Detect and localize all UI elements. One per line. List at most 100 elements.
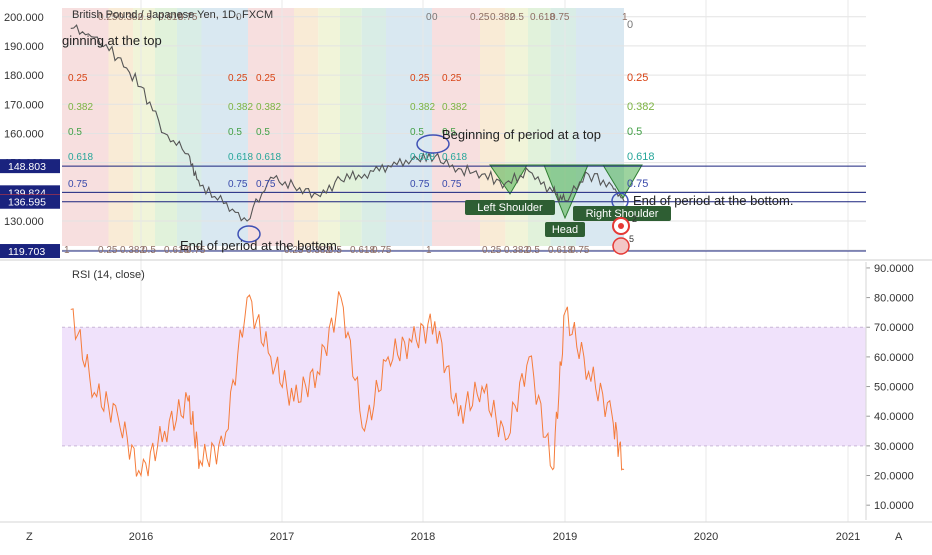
fib-top-label-7: 0.5 xyxy=(510,12,524,23)
rsi-tick-label: 80.0000 xyxy=(874,293,914,305)
head-label: Head xyxy=(552,224,578,236)
fib-mid-label-d-0.618: 0.618 xyxy=(442,152,467,163)
fib-bottom-label-1: 0.25 xyxy=(98,245,118,256)
fib-mid-label-b-0.618: 0.618 xyxy=(256,152,281,163)
price-tick-label: 130.000 xyxy=(4,216,44,228)
fib-zone-mid-zone-2 xyxy=(318,8,340,246)
event-badge-earnings[interactable]: 2 xyxy=(612,214,637,235)
fib-top-label-11: 0 xyxy=(236,12,242,23)
fib-top-label-10: 1 xyxy=(622,12,628,23)
fib-right-label-0.618: 0.618 xyxy=(627,151,655,163)
fib-top-label-13: 0 xyxy=(432,12,438,23)
symbol-title[interactable]: British Pound / Japanese Yen, 1D, FXCM xyxy=(72,9,273,21)
fib-bottom-label-12: 0.25 xyxy=(482,245,502,256)
fib-top-label-1: 0.382 xyxy=(118,12,143,23)
price-tick-label: 190.000 xyxy=(4,41,44,53)
fib-mid-label-c-0.75: 0.75 xyxy=(410,179,430,190)
price-tag-label: 136.595 xyxy=(8,197,46,209)
fib-top-label-3: 0.618 xyxy=(158,12,183,23)
fib-right-label-0.25: 0.25 xyxy=(627,72,648,84)
annotation-beginning-top-left[interactable]: ginning at the top xyxy=(62,33,162,48)
rsi-pane[interactable] xyxy=(62,291,866,478)
fib-mid-label-d-0.5: 0.5 xyxy=(442,127,456,138)
annotation-end-bottom-left[interactable]: End of period at the bottom. xyxy=(180,238,340,253)
fib-top-label-0: 0.25 xyxy=(98,12,118,23)
fib-mid-label-a-0.75: 0.75 xyxy=(228,179,248,190)
rsi-tick-label: 70.0000 xyxy=(874,322,914,334)
event-badge-news[interactable]: 5 xyxy=(612,234,634,255)
fib-top-label-4: 0.75 xyxy=(178,12,198,23)
fib-zone-left-zone-3 xyxy=(155,8,177,246)
left-shoulder-tag[interactable]: Left Shoulder xyxy=(465,200,555,215)
price-tag-bg xyxy=(0,244,60,259)
fib-bottom-label-4: 0.618 xyxy=(164,245,189,256)
fib-mid-label-b-0.5: 0.5 xyxy=(256,127,270,138)
annotation-beginning-top-right[interactable]: Beginning of period at a top xyxy=(442,127,601,142)
fib-bottom-label-5: 0.75 xyxy=(186,245,206,256)
fib-left-label-0.75: 0.75 xyxy=(68,179,88,190)
time-tick-label-2017: 2017 xyxy=(270,531,294,543)
fib-bottom-label-7: 0.382 xyxy=(306,245,331,256)
rsi-tick-label: 50.0000 xyxy=(874,382,914,394)
price-tag-label: 119.703 xyxy=(8,246,45,258)
fib-mid-label-b-0.25: 0.25 xyxy=(256,73,276,84)
price-axis-bg xyxy=(0,0,60,258)
rsi-tick-label: 90.0000 xyxy=(874,263,914,275)
price-axis[interactable]: 200.000190.000180.000170.000160.000150.0… xyxy=(0,0,60,258)
fib-mid-label-a-0.25: 0.25 xyxy=(228,73,248,84)
horizontal-level-lines[interactable] xyxy=(62,165,866,252)
fib-mid-label-b-0.75: 0.75 xyxy=(256,179,276,190)
period-bottom-ellipse-left[interactable] xyxy=(237,225,261,243)
fib-top-label-6: 0.382 xyxy=(490,12,515,23)
log-scale-toggle-z[interactable]: Z xyxy=(26,531,33,543)
fib-zone-left-zone-0 xyxy=(62,8,109,246)
fib-mid-label-a-0.618: 0.618 xyxy=(228,152,253,163)
fib-zone-mid-zone-1 xyxy=(294,8,319,246)
rsi-tick-label: 40.0000 xyxy=(874,411,914,423)
fib-top-label-9: 0.75 xyxy=(550,12,570,23)
fib-mid-label-d-0.25: 0.25 xyxy=(442,73,462,84)
fib-mid-label-c-0.618: 0.618 xyxy=(410,152,435,163)
price-series-line xyxy=(70,24,625,222)
fib-mid-label-a-0.5: 0.5 xyxy=(228,127,242,138)
time-axis[interactable]: 2016 2017 2018 2019 2020 2021 xyxy=(129,531,860,543)
price-tick-label: 180.000 xyxy=(4,70,44,82)
fib-bottom-label-14: 0.5 xyxy=(526,245,540,256)
right-shoulder-tag[interactable]: Right Shoulder xyxy=(573,206,671,221)
fib-left-label-0.618: 0.618 xyxy=(68,152,93,163)
fib-right-label-0.5: 0.5 xyxy=(627,126,642,138)
fib-top-label-2: 0.5 xyxy=(138,12,152,23)
fib-bottom-label-3: 0.5 xyxy=(142,245,156,256)
time-tick-label-2016: 2016 xyxy=(129,531,153,543)
head-tag[interactable]: Head xyxy=(545,222,585,237)
price-tag-bg xyxy=(0,159,60,174)
period-top-ellipse-right[interactable] xyxy=(416,134,450,154)
rsi-tick-label: 30.0000 xyxy=(874,441,914,453)
fib-top-label-5: 0.25 xyxy=(470,12,490,23)
fib-bottom-label-16: 0.75 xyxy=(570,245,590,256)
fib-zone-left-zone-2 xyxy=(133,8,155,246)
fib-left-label-0.25: 0.25 xyxy=(68,73,88,84)
price-tick-label: 170.000 xyxy=(4,99,44,111)
fib-zone-left-zone-4 xyxy=(176,8,202,246)
rsi-tick-label: 10.0000 xyxy=(874,500,914,512)
fib-bottom-label-0: 1 xyxy=(64,245,70,256)
fib-bottom-label-13: 0.382 xyxy=(504,245,529,256)
price-tag-label: 148.803 xyxy=(8,161,46,173)
time-tick-label-2021: 2021 xyxy=(836,531,860,543)
rsi-axis[interactable]: 90.0000 80.0000 70.0000 60.0000 50.0000 40.00… xyxy=(865,262,914,520)
price-tag-bg xyxy=(0,194,60,209)
time-tick-label-2019: 2019 xyxy=(553,531,577,543)
fib-top-label-8: 0.618 xyxy=(530,12,555,23)
event-badge-count-2: 2 xyxy=(632,214,637,224)
rsi-title[interactable]: RSI (14, close) xyxy=(72,269,145,281)
fib-bottom-label-8: 0.5 xyxy=(328,245,342,256)
rsi-tick-label: 20.0000 xyxy=(874,471,914,483)
price-tick-label: 160.000 xyxy=(4,128,44,140)
auto-scale-toggle-a[interactable]: A xyxy=(895,531,903,543)
fib-mid-label-d-0.382: 0.382 xyxy=(442,102,467,113)
annotation-end-bottom-right[interactable]: End of period at the bottom. xyxy=(633,193,793,208)
right-shoulder-label: Right Shoulder xyxy=(586,208,659,220)
